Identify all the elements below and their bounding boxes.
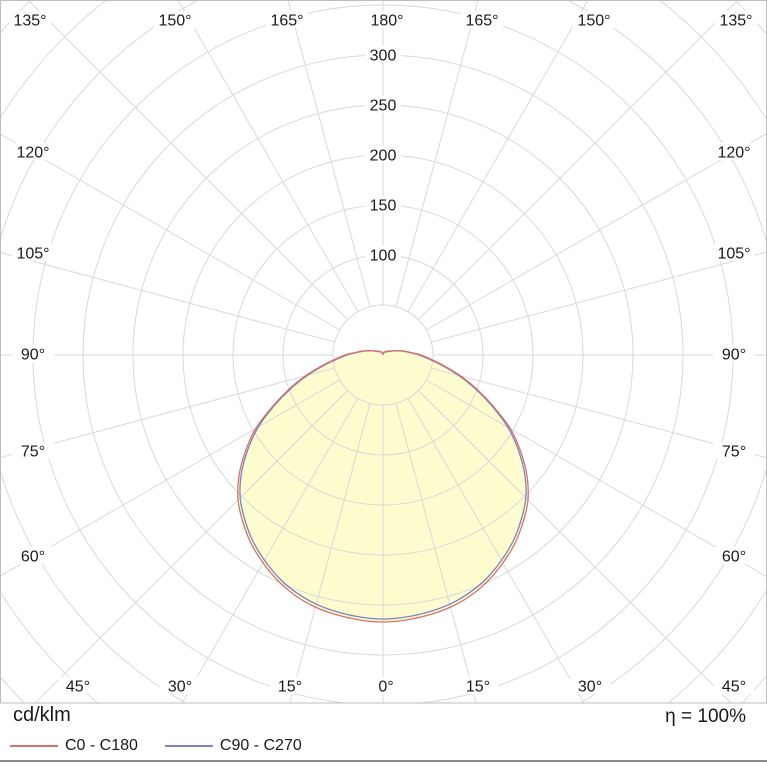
svg-text:165°: 165° [465,13,498,30]
svg-text:75°: 75° [21,444,45,461]
legend-label-c0: C0 - C180 [65,737,138,754]
svg-text:15°: 15° [278,679,302,696]
polar-intensity-chart: 100 150 200 250 300 135° 150° 165° 180° 165° 150° 1… [0,0,767,704]
legend: C0 - C180 C90 - C270 [10,737,302,755]
unit-label: cd/klm [13,704,71,726]
legend-item-c90-c270: C90 - C270 [164,737,302,755]
curve-c0-c180 [237,349,529,623]
svg-text:45°: 45° [66,679,90,696]
svg-text:0°: 0° [378,679,393,696]
svg-text:150°: 150° [158,13,191,30]
svg-text:165°: 165° [270,13,303,30]
plot-area [1,1,766,703]
svg-text:150°: 150° [577,13,610,30]
svg-text:120°: 120° [16,145,49,162]
svg-text:200: 200 [370,148,397,165]
svg-text:60°: 60° [722,549,746,566]
svg-text:90°: 90° [722,347,746,364]
svg-text:105°: 105° [717,246,750,263]
axis-labels: 100 150 200 250 300 135° 150° 165° 180° 165° 150° 1… [9,11,757,696]
svg-text:30°: 30° [168,679,192,696]
svg-text:60°: 60° [21,549,45,566]
svg-text:75°: 75° [722,444,746,461]
svg-text:180°: 180° [370,13,403,30]
svg-text:30°: 30° [578,679,602,696]
svg-text:250: 250 [370,98,397,115]
legend-label-c90: C90 - C270 [219,737,302,754]
svg-text:15°: 15° [466,679,490,696]
svg-text:300: 300 [370,48,397,65]
legend-line-c0-icon [10,745,58,747]
legend-item-c0-c180: C0 - C180 [10,737,138,755]
legend-line-c90-icon [164,745,213,747]
svg-text:100: 100 [370,248,397,265]
svg-text:90°: 90° [21,347,45,364]
svg-text:135°: 135° [13,13,46,30]
svg-text:105°: 105° [16,246,49,263]
svg-text:150: 150 [370,198,397,215]
svg-text:45°: 45° [722,679,746,696]
efficiency-label: η = 100% [665,706,746,727]
bottom-divider [0,760,767,762]
svg-text:120°: 120° [717,145,750,162]
svg-text:135°: 135° [719,13,752,30]
